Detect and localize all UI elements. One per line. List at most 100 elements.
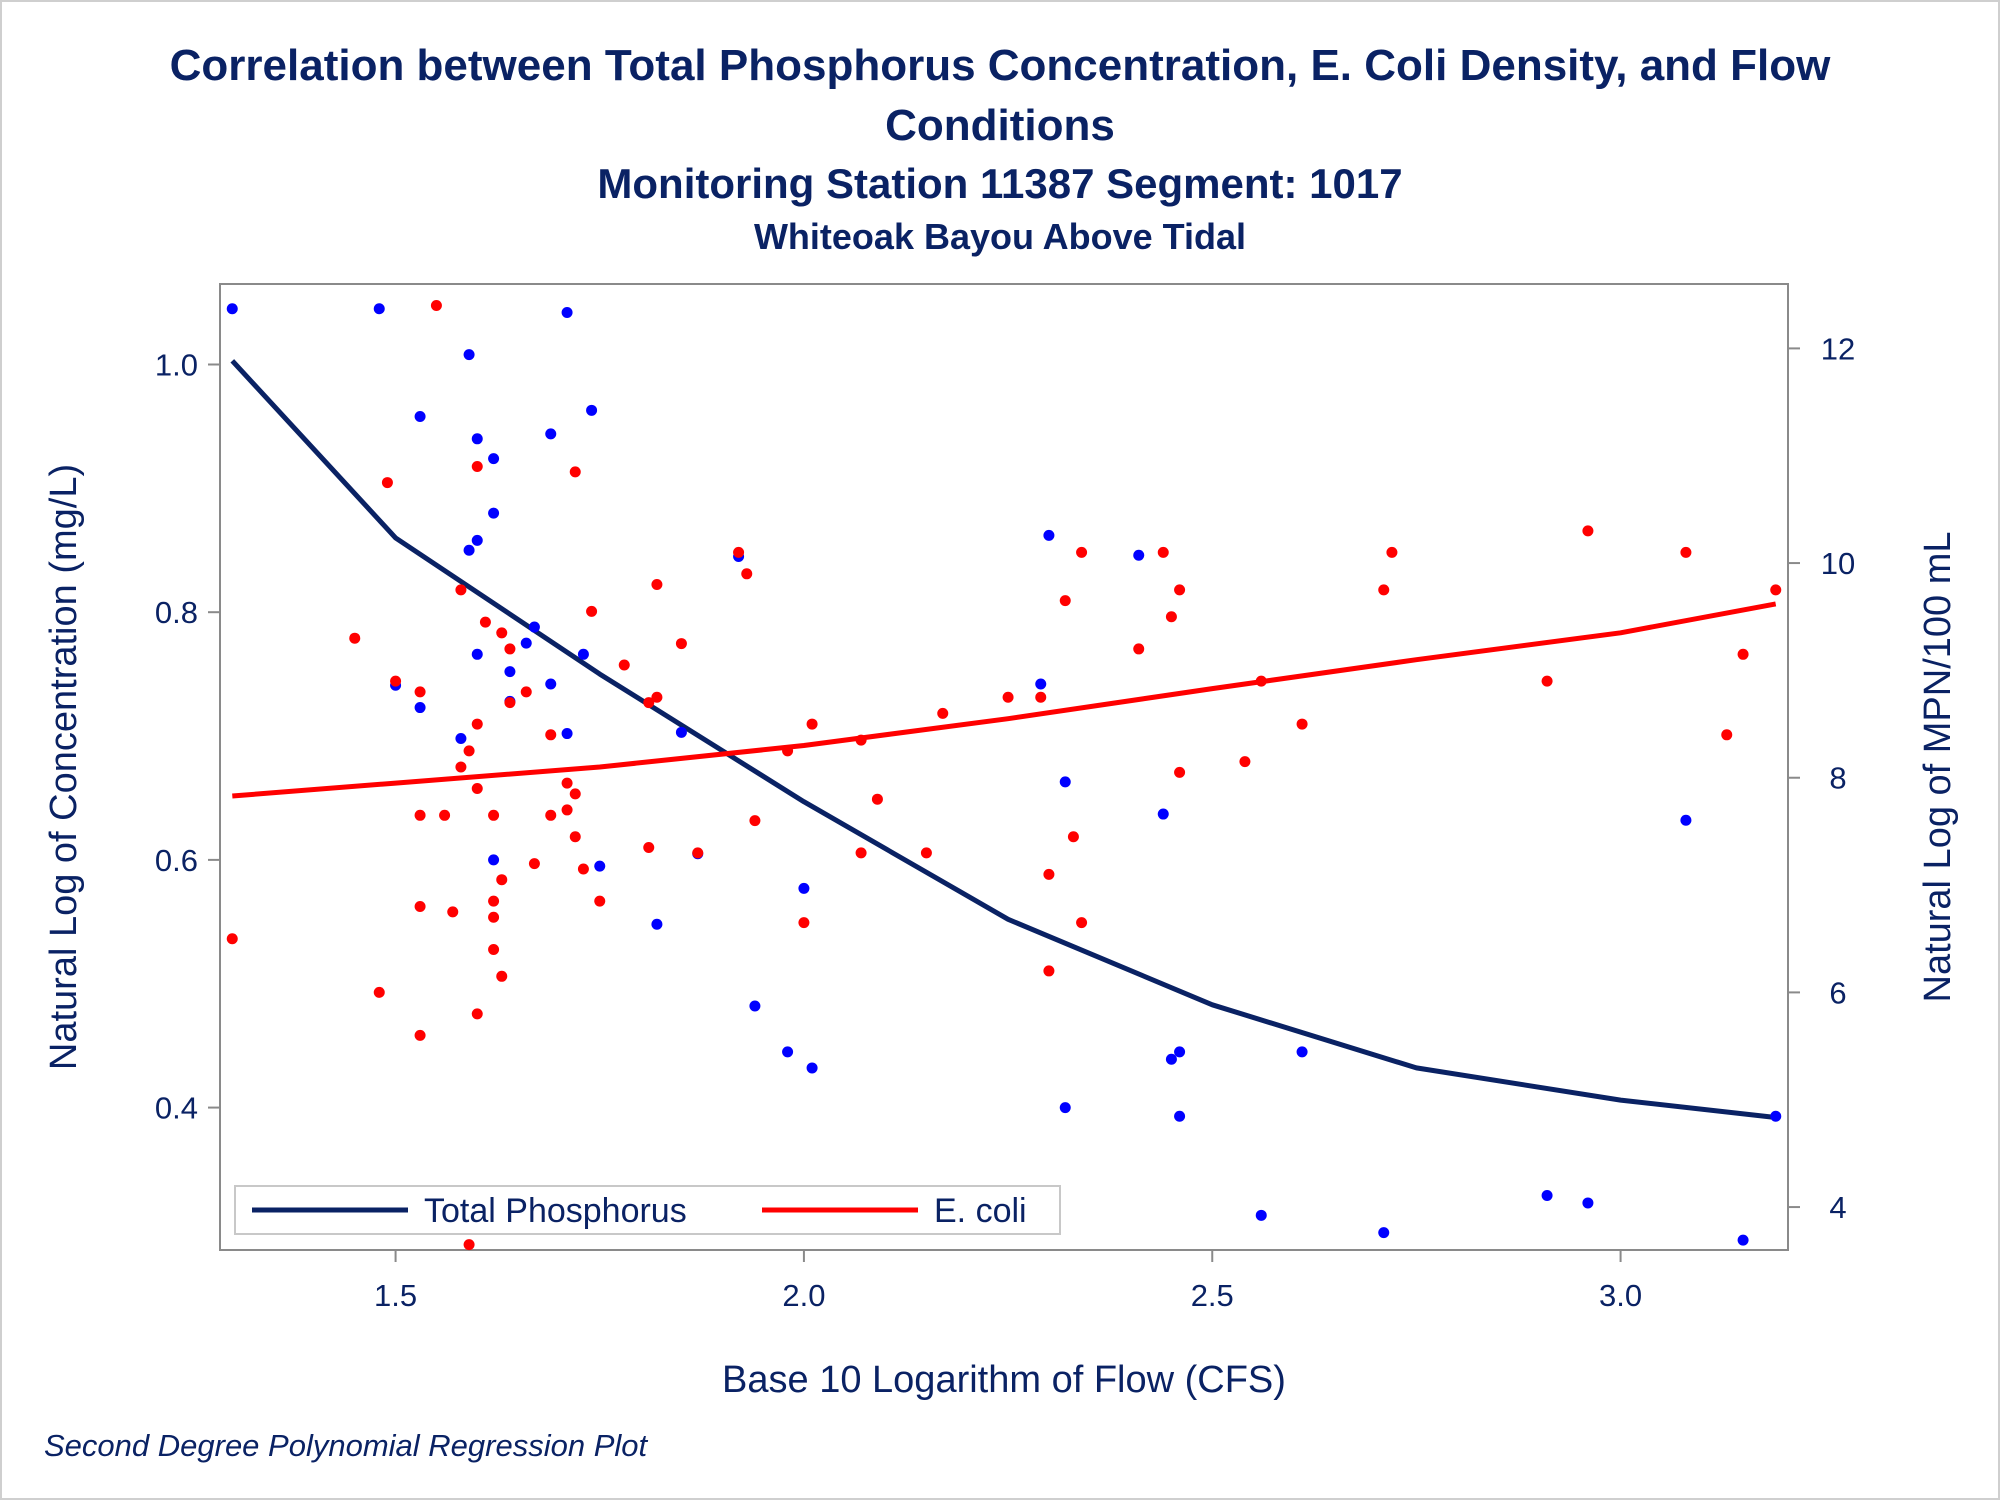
- y-tick-label: 0.8: [155, 595, 198, 630]
- point-ecoli: [496, 874, 508, 886]
- y-tick-label: 0.4: [155, 1091, 198, 1126]
- point-ecoli: [414, 1029, 426, 1041]
- point-ecoli: [528, 858, 540, 870]
- point-ecoli: [798, 917, 810, 929]
- y-tick-label: 0.6: [155, 843, 198, 878]
- point-total-phosphorus: [577, 648, 589, 660]
- point-ecoli: [455, 584, 467, 596]
- y2-tick-label: 6: [1829, 975, 1846, 1010]
- point-total-phosphorus: [1255, 1209, 1267, 1221]
- point-ecoli: [414, 809, 426, 821]
- point-ecoli: [349, 632, 361, 644]
- point-total-phosphorus: [1737, 1234, 1749, 1246]
- point-ecoli: [1067, 831, 1079, 843]
- point-ecoli: [651, 691, 663, 703]
- chart-title: Correlation between Total Phosphorus Con…: [169, 41, 1831, 150]
- point-total-phosphorus: [1165, 1053, 1177, 1065]
- point-ecoli: [1582, 525, 1594, 537]
- point-total-phosphorus: [1174, 1046, 1186, 1058]
- point-ecoli: [390, 675, 402, 687]
- y-axis-label: Natural Log of Concentration (mg/L): [43, 464, 85, 1070]
- point-ecoli: [577, 863, 589, 875]
- point-total-phosphorus: [806, 1062, 818, 1074]
- point-ecoli: [569, 466, 581, 478]
- point-total-phosphorus: [414, 411, 426, 423]
- point-ecoli: [471, 460, 483, 472]
- point-ecoli: [439, 809, 451, 821]
- point-ecoli: [463, 1239, 475, 1251]
- point-ecoli: [586, 605, 598, 617]
- point-ecoli: [463, 745, 475, 757]
- point-ecoli: [488, 943, 500, 955]
- x-tick-label: 2.0: [782, 1278, 825, 1313]
- point-total-phosphorus: [488, 453, 500, 465]
- point-ecoli: [1255, 675, 1267, 687]
- point-ecoli: [520, 686, 532, 698]
- point-ecoli: [471, 782, 483, 794]
- point-total-phosphorus: [504, 666, 516, 678]
- point-total-phosphorus: [749, 1000, 761, 1012]
- point-total-phosphorus: [488, 507, 500, 519]
- point-total-phosphorus: [471, 648, 483, 660]
- point-ecoli: [455, 761, 467, 773]
- point-total-phosphorus: [651, 918, 663, 930]
- point-ecoli: [496, 627, 508, 639]
- point-ecoli: [741, 568, 753, 580]
- point-ecoli: [1296, 718, 1308, 730]
- y2-tick-label: 10: [1821, 546, 1855, 581]
- point-ecoli: [504, 643, 516, 655]
- point-total-phosphorus: [1059, 776, 1071, 788]
- point-ecoli: [855, 847, 867, 859]
- point-total-phosphorus: [1582, 1197, 1594, 1209]
- point-ecoli: [1737, 648, 1749, 660]
- point-ecoli: [569, 788, 581, 800]
- point-ecoli: [643, 697, 655, 709]
- point-total-phosphorus: [1541, 1190, 1553, 1202]
- point-ecoli: [488, 911, 500, 923]
- x-axis-label: Base 10 Logarithm of Flow (CFS): [722, 1359, 1286, 1401]
- fit-line-total-phosphorus: [230, 359, 1776, 1120]
- point-total-phosphorus: [471, 534, 483, 546]
- point-ecoli: [381, 477, 393, 489]
- legend-label-ecoli: E. coli: [934, 1192, 1027, 1230]
- chart-subtitle: Monitoring Station 11387 Segment: 1017: [597, 160, 1403, 207]
- point-ecoli: [1043, 868, 1055, 880]
- point-total-phosphorus: [414, 702, 426, 714]
- point-total-phosphorus: [528, 621, 540, 633]
- point-ecoli: [488, 895, 500, 907]
- point-total-phosphorus: [1133, 549, 1145, 561]
- point-total-phosphorus: [463, 349, 475, 361]
- point-ecoli: [1386, 546, 1398, 558]
- point-total-phosphorus: [1680, 814, 1692, 826]
- point-ecoli: [471, 1008, 483, 1020]
- point-ecoli: [618, 659, 630, 671]
- point-total-phosphorus: [1378, 1227, 1390, 1239]
- point-ecoli: [871, 793, 883, 805]
- y2-tick-label: 8: [1829, 761, 1846, 796]
- point-ecoli: [1680, 546, 1692, 558]
- x-tick-label: 3.0: [1599, 1278, 1642, 1313]
- point-ecoli: [1239, 756, 1251, 768]
- points-layer: [226, 299, 1782, 1251]
- point-ecoli: [496, 970, 508, 982]
- point-ecoli: [373, 986, 385, 998]
- point-ecoli: [569, 831, 581, 843]
- point-total-phosphorus: [1157, 808, 1169, 820]
- point-ecoli: [545, 729, 557, 741]
- point-ecoli: [504, 697, 516, 709]
- y2-axis-label: Natural Log of MPN/100 mL: [1917, 531, 1959, 1002]
- point-ecoli: [920, 847, 932, 859]
- x-tick-label: 2.5: [1191, 1278, 1234, 1313]
- point-ecoli: [447, 906, 459, 918]
- point-total-phosphorus: [373, 303, 385, 315]
- point-ecoli: [488, 809, 500, 821]
- point-total-phosphorus: [594, 860, 606, 872]
- point-ecoli: [561, 777, 573, 789]
- point-total-phosphorus: [1296, 1046, 1308, 1058]
- point-total-phosphorus: [1174, 1110, 1186, 1122]
- y2-tick-label: 12: [1821, 331, 1855, 366]
- point-total-phosphorus: [520, 637, 532, 649]
- point-ecoli: [1059, 595, 1071, 607]
